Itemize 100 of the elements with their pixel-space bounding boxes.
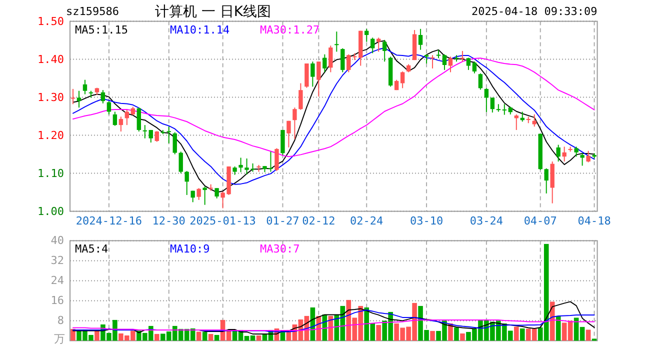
x-tick-label: 04-07 xyxy=(524,214,557,228)
text: 2025-04-18 09:33:09 xyxy=(471,5,598,18)
text: MA30:1.27 xyxy=(260,23,320,36)
candlestick xyxy=(580,152,584,166)
line-series xyxy=(72,58,595,158)
candlestick xyxy=(484,88,489,113)
candlestick xyxy=(202,186,207,206)
candlestick xyxy=(364,28,369,42)
candlestick xyxy=(574,146,578,158)
candlestick xyxy=(370,37,375,54)
candlestick xyxy=(82,79,88,95)
candlestick xyxy=(142,124,147,139)
bar xyxy=(376,324,381,341)
y-tick-label: 32 xyxy=(50,254,64,268)
y-tick-label: 16 xyxy=(50,294,64,308)
candlestick xyxy=(328,45,333,73)
candlestick xyxy=(400,70,405,89)
candlestick xyxy=(184,170,189,196)
candlestick xyxy=(238,157,243,173)
candlestick xyxy=(346,54,351,73)
candlestick xyxy=(148,129,153,144)
candlestick xyxy=(472,61,477,74)
x-tick-label: 2025-01-13 xyxy=(190,214,256,228)
y-tick-label: 1.10 xyxy=(38,166,64,180)
text: MA5:1.15 xyxy=(75,23,128,36)
bar xyxy=(514,326,519,341)
candlestick xyxy=(544,168,548,194)
bar xyxy=(214,334,220,341)
x-tick-label: 02-12 xyxy=(302,214,336,228)
candlestick xyxy=(274,148,279,172)
candlestick xyxy=(112,111,118,126)
y-tick-label: 1.40 xyxy=(38,52,64,66)
bar xyxy=(550,302,555,341)
candlestick xyxy=(70,88,76,105)
candlestick xyxy=(280,129,285,156)
text: MA10:1.14 xyxy=(170,23,230,36)
text: MA30:7 xyxy=(260,242,300,256)
bar xyxy=(208,334,214,341)
candlestick xyxy=(166,126,171,144)
candlestick xyxy=(178,151,183,174)
candlestick xyxy=(136,107,142,132)
chart-subtitle: sz159586 xyxy=(66,5,119,18)
bar xyxy=(154,334,160,341)
chart-title: 计算机 一 日K线图 xyxy=(154,4,272,20)
bar xyxy=(196,332,202,341)
bar xyxy=(460,333,465,341)
candlestick xyxy=(460,50,465,62)
y-tick-label: 1.50 xyxy=(38,14,64,28)
candlestick xyxy=(442,54,447,70)
bar xyxy=(586,330,591,341)
candlestick xyxy=(478,72,483,90)
candlestick xyxy=(76,90,82,108)
y-axis-title: 万 xyxy=(54,332,65,346)
y-tick-label: 1.20 xyxy=(38,128,64,142)
candlestick xyxy=(322,54,327,73)
x-tick-label: 01-27 xyxy=(266,214,300,228)
y-tick-label: 1.30 xyxy=(38,90,64,104)
candlestick xyxy=(106,100,112,115)
candlestick xyxy=(376,37,381,52)
x-tick-label: 03-10 xyxy=(410,214,444,228)
x-tick-label: 02-24 xyxy=(350,214,384,228)
candlestick xyxy=(172,132,177,155)
candlestick xyxy=(304,62,309,88)
candlestick xyxy=(550,161,554,204)
candlestick xyxy=(310,61,315,88)
x-tick-label: 03-24 xyxy=(470,214,504,228)
bar xyxy=(70,328,76,341)
y-tick-label: 1.00 xyxy=(38,204,64,218)
bar xyxy=(94,330,100,341)
candlestick xyxy=(586,150,590,163)
candlestick xyxy=(154,130,159,142)
bar xyxy=(454,327,459,341)
y-tick-label: 8 xyxy=(57,314,64,328)
bar xyxy=(430,330,435,341)
candlestick xyxy=(340,48,345,73)
candlestick xyxy=(100,90,106,104)
candlestick xyxy=(418,28,423,50)
y-tick-label: 24 xyxy=(50,274,64,288)
bar xyxy=(520,328,525,341)
candlestick xyxy=(382,39,387,62)
candlestick xyxy=(556,144,560,162)
candlestick xyxy=(562,146,566,162)
candlestick xyxy=(466,57,471,70)
candlestick xyxy=(124,109,130,126)
line-series xyxy=(72,319,595,331)
y-tick-label: 40 xyxy=(50,234,64,248)
x-tick-label: 04-18 xyxy=(578,214,611,228)
candlestick xyxy=(196,188,201,200)
text: MA10:9 xyxy=(170,242,210,256)
text: MA5:4 xyxy=(75,242,108,256)
candlestick xyxy=(292,107,297,140)
bar xyxy=(202,332,208,341)
x-tick-label: 2024-12-16 xyxy=(76,214,142,228)
candlestick xyxy=(334,31,339,52)
candlestick xyxy=(448,56,453,73)
candlestick xyxy=(214,188,219,199)
candlestick xyxy=(286,120,291,148)
candlestick xyxy=(316,61,321,98)
candlestick xyxy=(298,82,303,110)
candlestick xyxy=(490,97,495,113)
